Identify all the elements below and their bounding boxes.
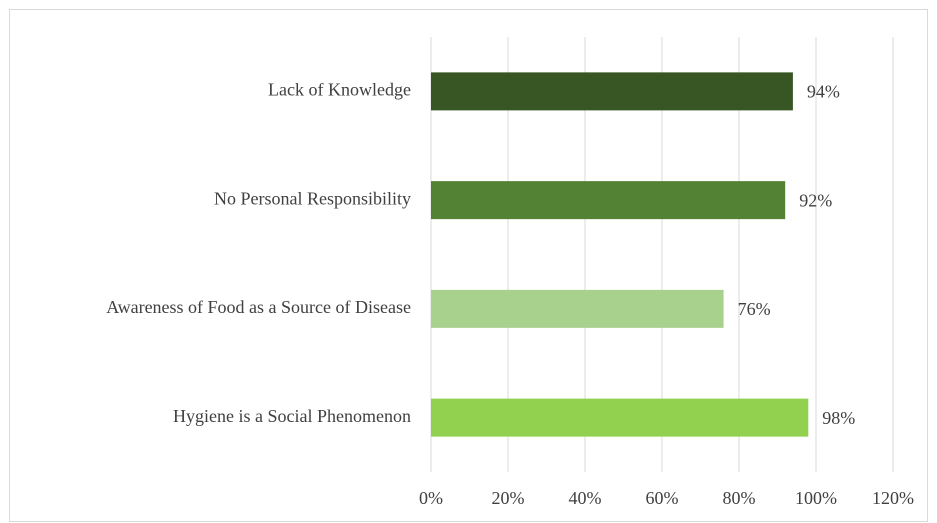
y-tick-label: No Personal Responsibility <box>214 188 411 208</box>
x-tick-label: 40% <box>569 488 602 508</box>
x-tick-label: 100% <box>795 488 837 508</box>
bar <box>431 398 809 437</box>
data-label: 98% <box>822 408 855 428</box>
bar <box>431 289 724 328</box>
x-tick-label: 60% <box>646 488 679 508</box>
y-tick-label: Awareness of Food as a Source of Disease <box>106 297 411 317</box>
data-label: 92% <box>799 190 832 210</box>
data-label: 94% <box>807 82 840 102</box>
x-tick-label: 120% <box>872 488 914 508</box>
x-tick-label: 0% <box>419 488 443 508</box>
bar <box>431 72 793 111</box>
y-tick-label: Lack of Knowledge <box>268 80 411 100</box>
x-tick-label: 20% <box>492 488 525 508</box>
x-tick-label: 80% <box>723 488 756 508</box>
data-label: 76% <box>738 299 771 319</box>
bar <box>431 181 786 220</box>
y-tick-label: Hygiene is a Social Phenomenon <box>173 406 411 426</box>
